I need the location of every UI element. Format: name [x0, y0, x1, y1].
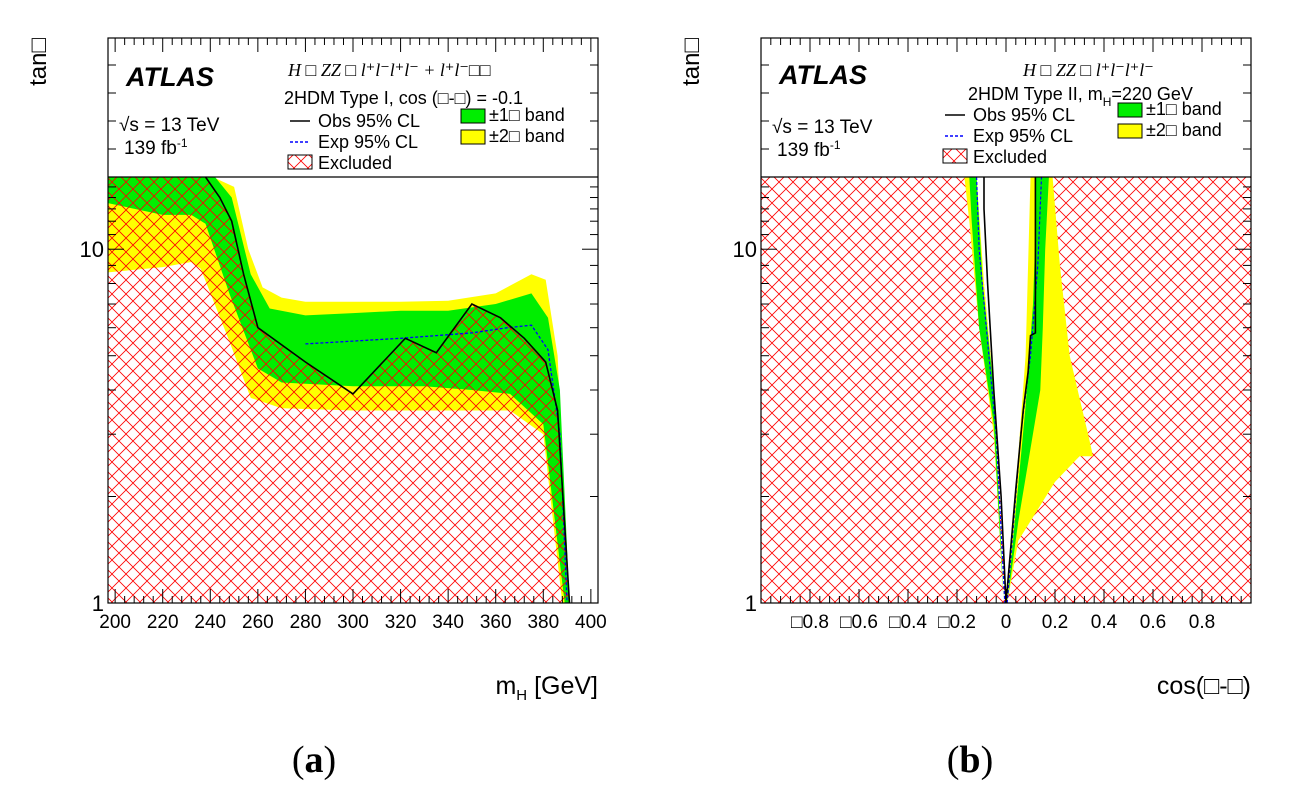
y-ticks — [761, 64, 1251, 604]
x-tick-label: □0.6 — [840, 612, 878, 633]
x-axis-label: mH [GeV] — [495, 672, 598, 704]
observed-limit-line-right — [1005, 177, 1037, 603]
x-tick-label: 220 — [147, 612, 179, 633]
x-tick-label: 200 — [99, 612, 131, 633]
y-tick-label: 1 — [745, 591, 757, 616]
energy-label: √s = 13 TeV — [119, 115, 220, 136]
legend-exp-label: Exp 95% CL — [318, 132, 418, 152]
panel-label-b: (b) — [946, 739, 994, 781]
legend-excluded-swatch — [287, 154, 313, 170]
legend-excluded-label: Excluded — [318, 153, 392, 173]
energy-label: √s = 13 TeV — [772, 117, 873, 138]
legend-band1-label: ±1□ band — [1146, 99, 1222, 119]
panel-label-a: (a) — [291, 739, 337, 781]
excluded-region — [108, 177, 570, 603]
chart-panel-b: □0.8 □0.6 □0.4 □0.2 0 0.2 0.4 0.6 0.8 1 10 tan□ cos(… — [678, 37, 1252, 700]
x-tick-label: 300 — [337, 612, 369, 633]
plot-area — [108, 177, 571, 603]
x-tick-label: □0.4 — [889, 612, 927, 633]
process-label: H □ ZZ □ l⁺l⁻l⁺l⁻ + l⁺l⁻□□ — [287, 60, 491, 80]
x-tick-label: 0.8 — [1189, 612, 1215, 633]
y-ticks — [108, 64, 598, 604]
band-2sigma-right — [1007, 177, 1093, 603]
band-1sigma-left — [969, 177, 1004, 603]
legend-exp-label: Exp 95% CL — [973, 126, 1073, 146]
y-tick-label: 10 — [80, 237, 104, 262]
x-ticks — [760, 38, 1252, 603]
legend-excluded-swatch — [942, 148, 968, 164]
model-label: 2HDM Type II, mH=220 GeV — [968, 84, 1193, 109]
legend-band1-swatch — [460, 108, 486, 124]
legend-obs-label: Obs 95% CL — [318, 111, 420, 131]
legend-band1-label: ±1□ band — [489, 105, 565, 125]
excluded-region-right — [1006, 177, 1251, 603]
x-tick-label: 240 — [194, 612, 226, 633]
chart-panel-a: 200 220 240 260 280 300 320 340 360 380 400 1 10 tan□… — [25, 37, 607, 704]
luminosity-label: 139 fb-1 — [777, 138, 841, 161]
observed-limit-line — [204, 177, 571, 603]
x-tick-label: 260 — [242, 612, 274, 633]
process-label: H □ ZZ □ l⁺l⁻l⁺l⁻ — [1022, 60, 1154, 80]
legend-band2-swatch — [460, 129, 486, 145]
experiment-label: ATLAS — [125, 62, 214, 92]
legend-band2-label: ±2□ band — [489, 126, 565, 146]
x-tick-label: 0.4 — [1091, 612, 1118, 633]
x-tick-label: 0.2 — [1042, 612, 1068, 633]
x-tick-label: 380 — [527, 612, 559, 633]
x-tick-label: □0.2 — [938, 612, 976, 633]
luminosity-label: 139 fb-1 — [124, 136, 188, 159]
x-tick-label: 320 — [385, 612, 417, 633]
legend-band2-label: ±2□ band — [1146, 120, 1222, 140]
y-tick-label: 1 — [92, 591, 104, 616]
legend-obs-label: Obs 95% CL — [973, 105, 1075, 125]
x-tick-label: 280 — [290, 612, 322, 633]
y-tick-label: 10 — [733, 237, 757, 262]
x-tick-label: 400 — [575, 612, 607, 633]
expected-limit-line — [305, 324, 568, 603]
x-ticks — [114, 38, 592, 603]
legend-band2-swatch — [1117, 123, 1143, 139]
x-tick-label: 360 — [480, 612, 512, 633]
model-label: 2HDM Type I, cos (□-□) = -0.1 — [284, 88, 523, 108]
x-tick-label: □0.8 — [791, 612, 829, 633]
x-axis-label: cos(□-□) — [1157, 672, 1251, 700]
band-1sigma-right — [1007, 177, 1049, 603]
observed-limit-line-left — [983, 177, 1007, 603]
legend-excluded-label: Excluded — [973, 147, 1047, 167]
legend-band1-swatch — [1117, 102, 1143, 118]
experiment-label: ATLAS — [778, 60, 867, 90]
x-tick-label: 0.6 — [1140, 612, 1166, 633]
y-axis-label: tan□ — [25, 37, 52, 85]
x-tick-label: 340 — [432, 612, 464, 633]
plot-area — [761, 177, 1251, 603]
excluded-region-left — [761, 177, 1006, 603]
x-tick-label: 0 — [1001, 612, 1012, 633]
y-axis-label: tan□ — [678, 37, 705, 85]
